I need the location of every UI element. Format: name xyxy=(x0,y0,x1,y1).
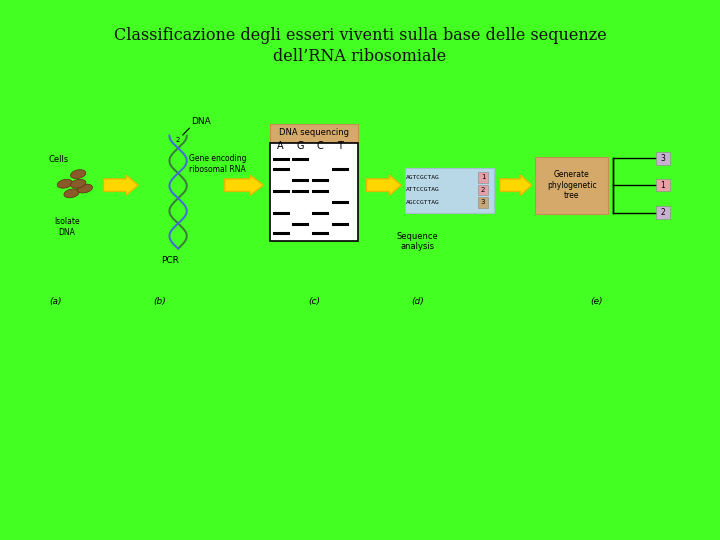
Text: A: A xyxy=(277,140,284,151)
FancyArrow shape xyxy=(500,175,532,195)
Text: DNA: DNA xyxy=(192,117,211,126)
Text: AGTCGCTAG: AGTCGCTAG xyxy=(406,175,440,180)
Text: Generate
phylogenetic
tree: Generate phylogenetic tree xyxy=(547,170,596,200)
Bar xyxy=(478,185,488,195)
Bar xyxy=(657,179,670,191)
Text: 3: 3 xyxy=(481,199,485,206)
Text: (c): (c) xyxy=(308,297,320,306)
Text: Classificazione degli esseri viventi sulla base delle sequenze: Classificazione degli esseri viventi sul… xyxy=(114,26,606,44)
Text: (b): (b) xyxy=(154,297,166,306)
Text: (d): (d) xyxy=(411,297,424,306)
Text: PCR: PCR xyxy=(161,256,179,265)
Text: Cells: Cells xyxy=(49,155,69,164)
Text: 1: 1 xyxy=(660,181,665,190)
Text: 2: 2 xyxy=(660,208,665,217)
Text: Isolate
DNA: Isolate DNA xyxy=(54,218,80,237)
FancyArrow shape xyxy=(104,175,138,195)
Text: G: G xyxy=(297,140,304,151)
Text: (a): (a) xyxy=(49,297,61,306)
FancyArrow shape xyxy=(366,175,401,195)
Text: DNA sequencing: DNA sequencing xyxy=(279,128,349,137)
Bar xyxy=(478,197,488,208)
Bar xyxy=(657,206,670,219)
Text: Gene encoding
ribosomal RNA: Gene encoding ribosomal RNA xyxy=(189,154,246,174)
Text: T: T xyxy=(337,140,343,151)
Text: 3: 3 xyxy=(660,154,665,163)
Text: 2: 2 xyxy=(481,187,485,193)
Text: 2: 2 xyxy=(176,137,180,143)
Text: AGCCGTTAG: AGCCGTTAG xyxy=(406,200,440,205)
FancyBboxPatch shape xyxy=(535,157,608,214)
Text: (e): (e) xyxy=(590,297,603,306)
Text: 1: 1 xyxy=(481,174,485,180)
Text: Sequence
analysis: Sequence analysis xyxy=(397,232,438,251)
Ellipse shape xyxy=(71,170,86,179)
Bar xyxy=(270,143,358,241)
Bar xyxy=(405,168,495,213)
Bar xyxy=(478,172,488,183)
Ellipse shape xyxy=(58,179,73,188)
Text: dell’RNA ribosomiale: dell’RNA ribosomiale xyxy=(274,48,446,65)
Ellipse shape xyxy=(64,189,79,198)
Text: C: C xyxy=(317,140,323,151)
FancyArrow shape xyxy=(225,175,264,195)
Text: ATTCCGTAG: ATTCCGTAG xyxy=(406,187,440,192)
Ellipse shape xyxy=(77,184,92,193)
Bar xyxy=(657,152,670,165)
FancyBboxPatch shape xyxy=(270,124,358,142)
Ellipse shape xyxy=(71,179,86,188)
